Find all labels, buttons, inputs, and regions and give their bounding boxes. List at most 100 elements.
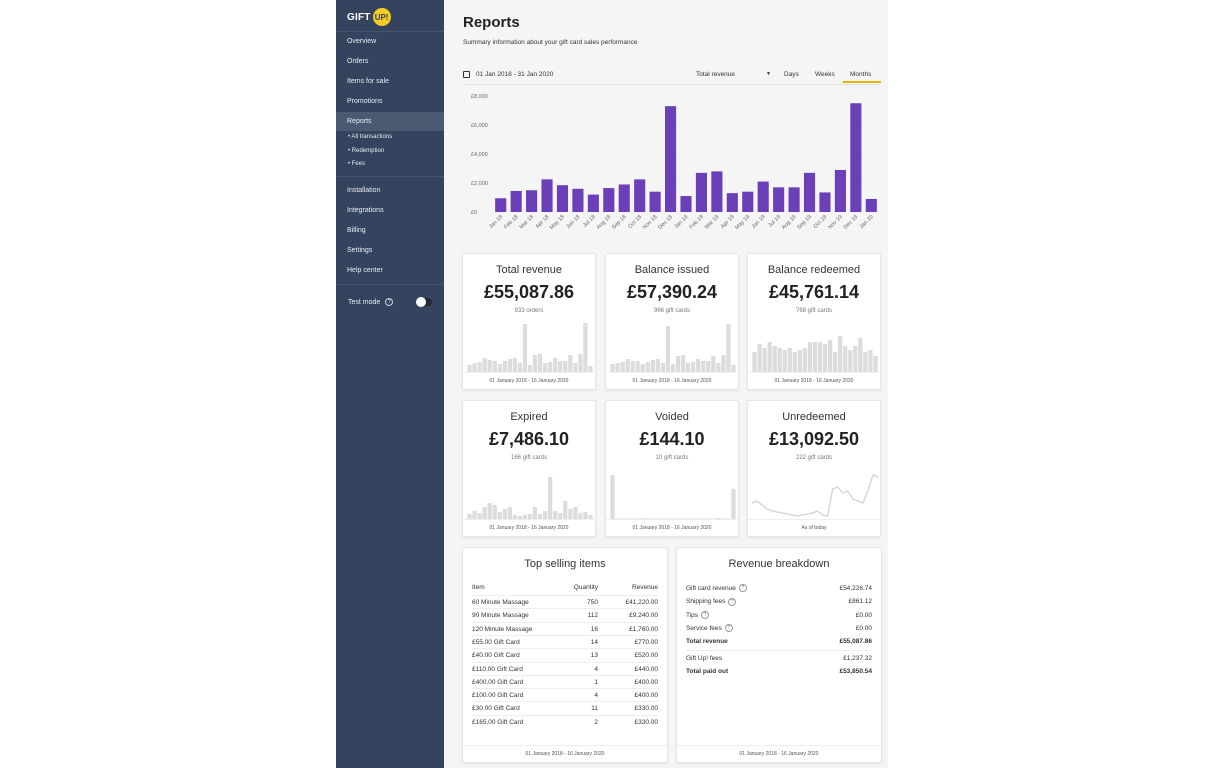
help-icon[interactable]: ?	[724, 624, 733, 633]
spark-bar	[507, 359, 512, 372]
spark-bar	[578, 513, 583, 519]
help-icon[interactable]: ?	[385, 298, 394, 307]
spark-bar	[686, 518, 691, 519]
chart-bar[interactable]	[773, 187, 785, 212]
sidebar-item-items-for-sale[interactable]: Items for sale	[347, 78, 390, 85]
chart-bar[interactable]	[541, 179, 553, 212]
sidebar-item-installation[interactable]: Installation	[347, 187, 381, 194]
spark-bar	[828, 340, 833, 372]
sidebar-item-overview[interactable]: Overview	[347, 38, 377, 45]
sidebar-item-reports[interactable]: Reports	[336, 112, 444, 131]
sidebar-subitem-all-transactions[interactable]: • All transactions	[348, 134, 393, 140]
sidebar-item-integrations[interactable]: Integrations	[347, 207, 384, 214]
spark-bar	[537, 514, 543, 519]
chart-bar[interactable]	[556, 185, 569, 212]
chart-bar[interactable]	[788, 187, 800, 212]
chart-bar[interactable]	[819, 192, 831, 212]
spark-bar	[553, 511, 558, 519]
cell-quantity: 1	[594, 678, 598, 686]
sidebar-item-promotions[interactable]: Promotions	[347, 98, 383, 105]
spark-bar	[858, 338, 863, 372]
cell-item: £110.00 Gift Card	[472, 665, 523, 673]
chart-bar[interactable]	[757, 181, 769, 212]
tab-days[interactable]: Days	[784, 71, 799, 78]
chart-bar[interactable]	[526, 190, 538, 212]
spark-bar	[696, 518, 701, 519]
stat-value: £144.10	[639, 429, 705, 449]
chart-bar[interactable]	[510, 190, 522, 212]
page-subtitle: Summary information about your gift card…	[463, 39, 638, 46]
chart-bar[interactable]	[865, 198, 877, 212]
stat-title: Unredeemed	[782, 411, 846, 423]
sidebar-item-settings[interactable]: Settings	[347, 247, 373, 254]
spark-bar	[726, 518, 731, 519]
spark-bar	[553, 358, 558, 372]
chart-bar[interactable]	[665, 106, 677, 212]
spark-bar	[853, 346, 858, 372]
spark-bar	[711, 356, 716, 372]
chart-bar[interactable]	[495, 198, 507, 212]
stat-title: Balance redeemed	[767, 264, 861, 276]
test-mode-toggle[interactable]	[416, 297, 432, 307]
cell-item: 60 Minute Massage	[472, 599, 529, 606]
stat-subtext: 768 gift cards	[795, 308, 833, 314]
metric-select[interactable]: Total revenue ▼	[696, 71, 771, 78]
voided-card[interactable]: Voided £144.10 10 gift cards 01 January 201…	[605, 400, 739, 537]
sidebar-item-billing[interactable]: Billing	[347, 227, 366, 234]
tab-months[interactable]: Months	[850, 71, 872, 78]
chart-bar[interactable]	[711, 171, 723, 212]
spark-bar	[578, 354, 583, 372]
page-title: Reports	[463, 14, 520, 31]
sidebar-subitem-redemption[interactable]: • Redemption	[348, 148, 385, 154]
sidebar-item-orders[interactable]: Orders	[347, 58, 369, 65]
spark-bar	[767, 342, 772, 372]
chart-bar[interactable]	[834, 169, 846, 212]
total-revenue-card[interactable]: Total revenue £55,087.86 933 orders 01 Janu…	[462, 253, 596, 390]
sidebar-item-help-center[interactable]: Help center	[347, 267, 383, 274]
cell-quantity: 112	[587, 612, 598, 620]
balance-redeemed-card[interactable]: Balance redeemed £45,761.14 768 gift cards…	[747, 253, 881, 390]
cell-item: £30.00 Gift Card	[472, 705, 520, 713]
chart-bar[interactable]	[572, 188, 584, 212]
breakdown-row: Total revenue £55,087.86	[686, 635, 872, 648]
help-icon[interactable]: ?	[728, 597, 737, 606]
spark-bar	[527, 514, 533, 519]
spark-bar	[512, 515, 517, 519]
chart-bar[interactable]	[680, 196, 692, 212]
x-tick-label: Nov 19	[827, 214, 844, 231]
chart-bar[interactable]	[803, 172, 816, 212]
stat-subtext: 10 gift cards	[655, 455, 689, 461]
card-footer-date: 01 January 2018 - 16 January 2020	[606, 372, 738, 389]
spark-bar	[583, 323, 588, 372]
table-row: £165.00 Gift Card 2 £330.00	[472, 714, 658, 729]
cell-revenue: £1,760.00	[629, 625, 658, 633]
chart-bar[interactable]	[587, 194, 599, 212]
spark-bar	[645, 518, 650, 519]
expired-card[interactable]: Expired £7,486.10 166 gift cards 01 January…	[462, 400, 596, 537]
spark-bar	[517, 363, 523, 372]
balance-issued-card[interactable]: Balance issued £57,390.24 966 gift cards 01…	[605, 253, 739, 390]
chart-bar[interactable]	[603, 188, 615, 212]
help-icon[interactable]: ?	[738, 584, 747, 593]
stat-value: £13,092.50	[768, 429, 860, 449]
chart-bar[interactable]	[649, 191, 661, 212]
x-tick-label: May 18	[549, 214, 566, 231]
chart-bar[interactable]	[850, 103, 862, 212]
calendar-icon[interactable]	[463, 71, 470, 78]
unredeemed-card[interactable]: Unredeemed £13,092.50 222 gift cards As of …	[747, 400, 881, 537]
chart-bar[interactable]	[726, 193, 738, 212]
chart-bar[interactable]	[742, 191, 754, 212]
sidebar-subitem-fees[interactable]: • Fees	[348, 161, 366, 167]
card-footer-date: 01 January 2018 - 16 January 2020	[606, 519, 738, 536]
gift-up-logo[interactable]: GIFT UP!	[347, 7, 391, 27]
spark-bar	[655, 359, 660, 372]
cell-quantity: 4	[594, 692, 598, 700]
chart-bar[interactable]	[695, 172, 707, 212]
chart-bar[interactable]	[618, 184, 630, 212]
chart-bar[interactable]	[634, 179, 646, 212]
tab-weeks[interactable]: Weeks	[815, 71, 835, 78]
sidebar-divider	[336, 284, 444, 285]
help-icon[interactable]: ?	[701, 610, 710, 619]
sparkline-chart	[610, 475, 736, 519]
date-range-picker[interactable]: 01 Jan 2018 - 31 Jan 2020	[476, 71, 554, 78]
